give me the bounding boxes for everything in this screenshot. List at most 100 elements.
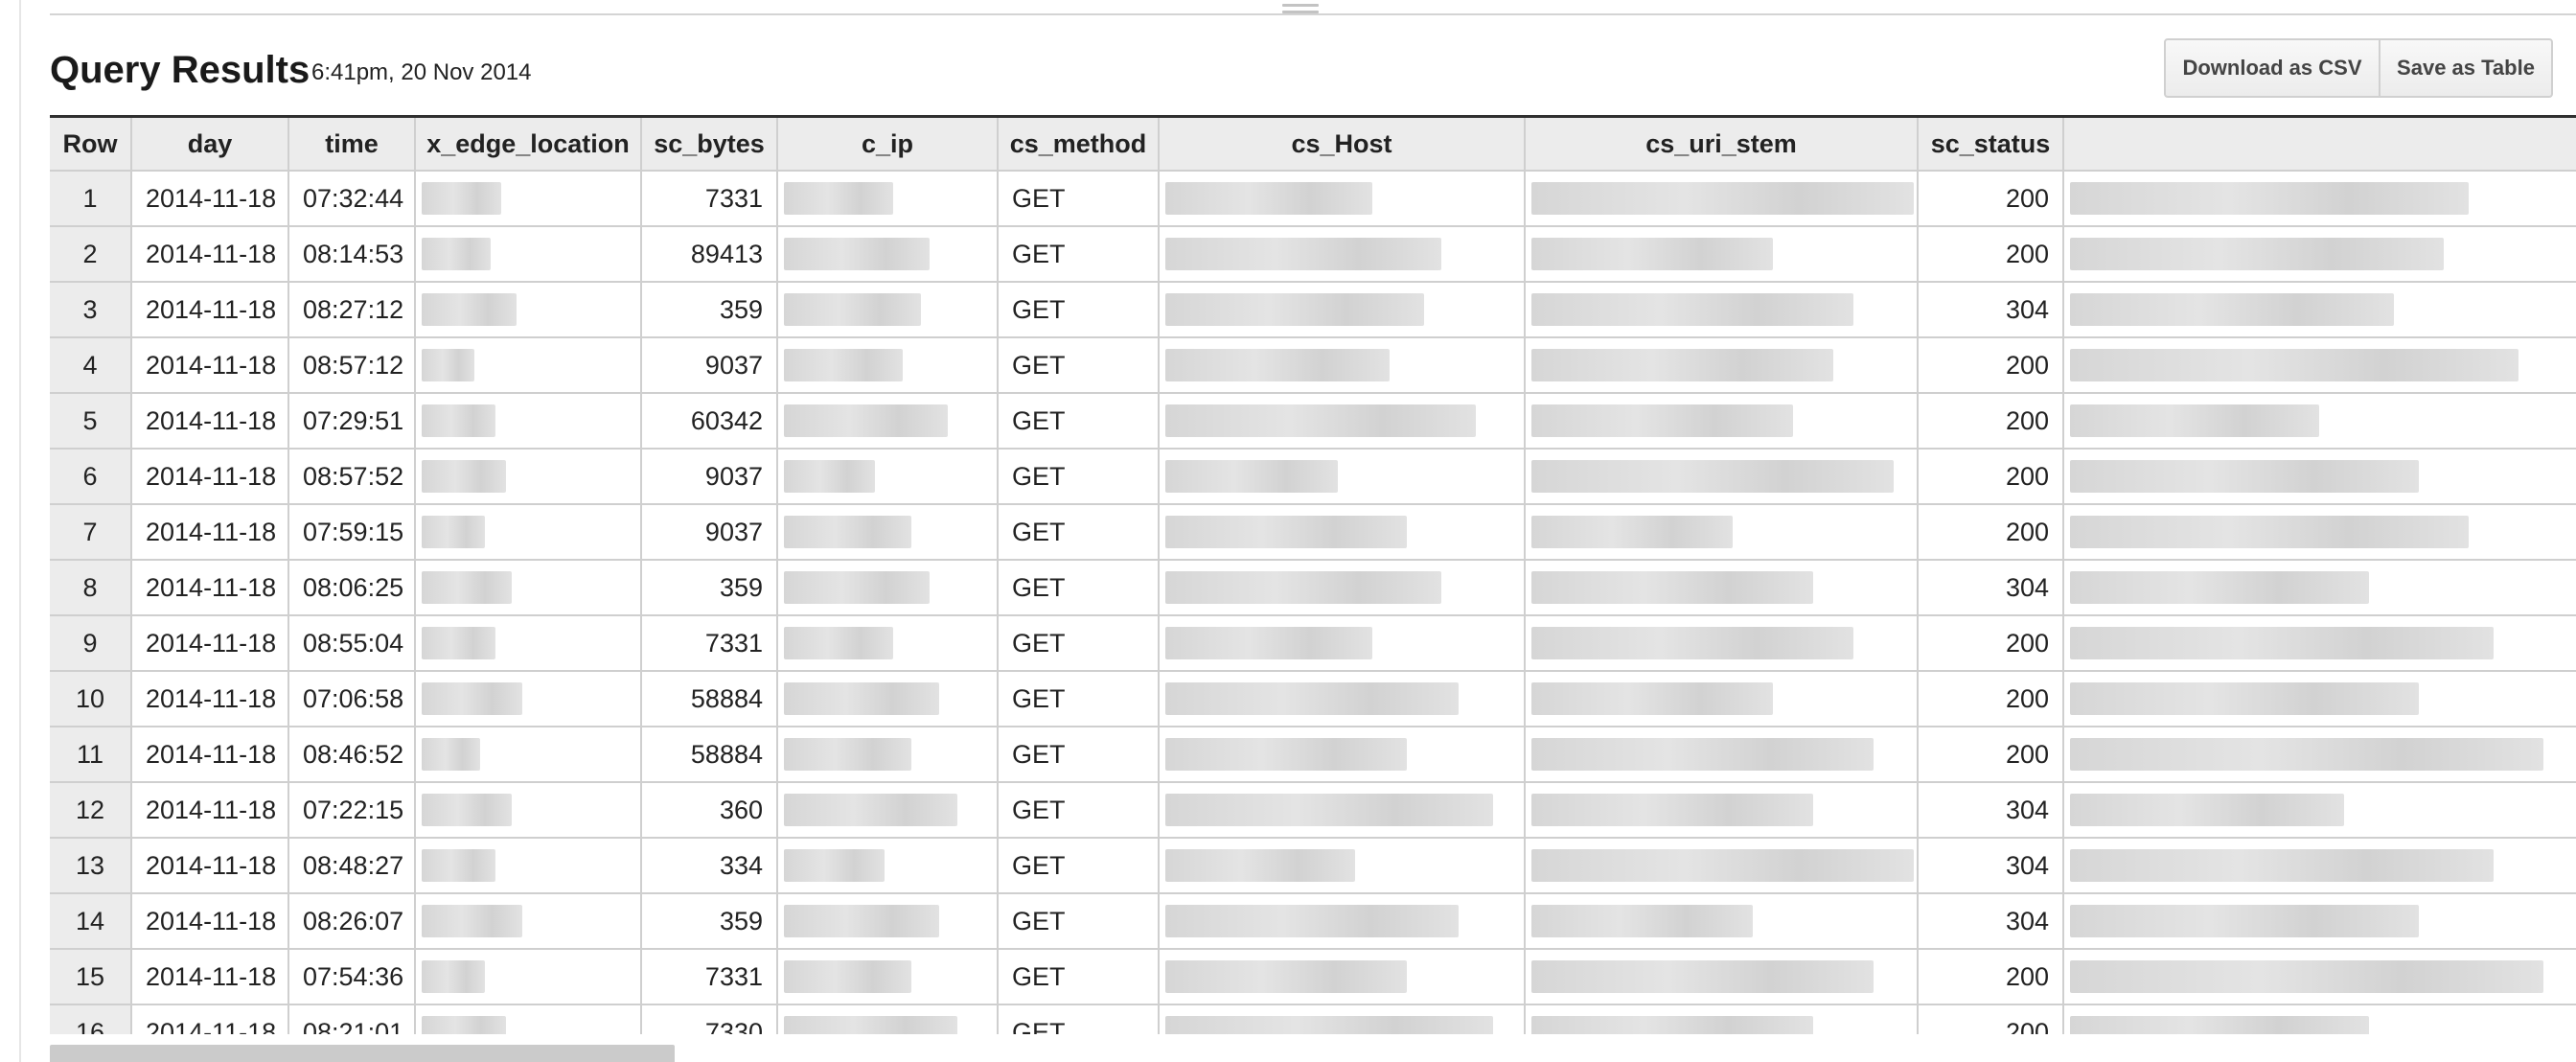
cell-cs-host [1159,782,1526,839]
redacted-value [422,460,506,493]
cell-cs-uri-stem [1525,615,1919,672]
table-row[interactable]: 15 2014-11-18 07:54:36 7331 GET 200 [50,949,2576,1005]
cell-row-number: 6 [50,449,132,505]
cell-day: 2014-11-18 [131,782,289,839]
redacted-value [2070,738,2543,771]
column-header-extra[interactable] [2063,118,2576,172]
cell-time: 08:57:12 [288,337,416,394]
cell-day: 2014-11-18 [131,893,289,950]
page-title: Query Results [50,49,310,91]
redacted-value [2070,627,2494,659]
cell-c-ip [777,393,999,450]
cell-sc-bytes: 7331 [641,949,778,1005]
cell-sc-status: 200 [1918,671,2064,727]
redacted-value [1165,682,1459,715]
column-header-cs-method[interactable]: cs_method [998,118,1160,172]
cell-day: 2014-11-18 [131,560,289,616]
table-header-row: Row day time x_edge_location sc_bytes c_… [50,118,2576,172]
cell-sc-status: 200 [1918,226,2064,283]
result-actions: Download as CSV Save as Table [2164,38,2553,98]
column-header-cs-uri-stem[interactable]: cs_uri_stem [1525,118,1919,172]
redacted-value [2070,516,2469,548]
cell-cs-host [1159,337,1526,394]
cell-extra [2063,615,2576,672]
table-row[interactable]: 2 2014-11-18 08:14:53 89413 GET 200 [50,226,2576,283]
cell-time: 07:29:51 [288,393,416,450]
redacted-value [1531,794,1813,826]
cell-c-ip [777,560,999,616]
cell-extra [2063,449,2576,505]
column-header-sc-bytes[interactable]: sc_bytes [641,118,778,172]
cell-x-edge-location [415,782,642,839]
table-row[interactable]: 6 2014-11-18 08:57:52 9037 GET 200 [50,449,2576,505]
download-csv-button[interactable]: Download as CSV [2166,40,2380,96]
redacted-value [2070,849,2494,882]
table-row[interactable]: 8 2014-11-18 08:06:25 359 GET 304 [50,560,2576,616]
column-header-x-edge-location[interactable]: x_edge_location [415,118,642,172]
horizontal-scrollbar[interactable] [50,1041,2576,1062]
redacted-value [422,682,522,715]
cell-cs-host [1159,838,1526,894]
table-row[interactable]: 1 2014-11-18 07:32:44 7331 GET 200 [50,171,2576,227]
table-row[interactable]: 5 2014-11-18 07:29:51 60342 GET 200 [50,393,2576,450]
save-as-table-button[interactable]: Save as Table [2397,56,2535,80]
cell-sc-status: 304 [1918,282,2064,338]
redacted-value [422,960,485,993]
cell-x-edge-location [415,282,642,338]
cell-sc-status: 200 [1918,1004,2064,1034]
redacted-value [1165,849,1355,882]
cell-x-edge-location [415,949,642,1005]
column-header-c-ip[interactable]: c_ip [777,118,999,172]
cell-sc-bytes: 334 [641,838,778,894]
cell-day: 2014-11-18 [131,393,289,450]
cell-extra [2063,226,2576,283]
redacted-value [2070,404,2319,437]
table-row[interactable]: 12 2014-11-18 07:22:15 360 GET 304 [50,782,2576,839]
cell-cs-host [1159,893,1526,950]
redacted-value [784,1016,957,1034]
table-row[interactable]: 16 2014-11-18 08:21:01 7330 GET 200 [50,1004,2576,1034]
cell-time: 08:26:07 [288,893,416,950]
column-header-cs-host[interactable]: cs_Host [1159,118,1526,172]
column-header-time[interactable]: time [288,118,416,172]
cell-cs-method: GET [998,893,1160,950]
cell-sc-bytes: 89413 [641,226,778,283]
cell-time: 07:06:58 [288,671,416,727]
cell-x-edge-location [415,504,642,561]
table-row[interactable]: 9 2014-11-18 08:55:04 7331 GET 200 [50,615,2576,672]
redacted-value [422,516,485,548]
cell-c-ip [777,838,999,894]
cell-day: 2014-11-18 [131,449,289,505]
table-row[interactable]: 11 2014-11-18 08:46:52 58884 GET 200 [50,727,2576,783]
cell-cs-method: GET [998,560,1160,616]
cell-row-number: 2 [50,226,132,283]
cell-x-edge-location [415,727,642,783]
query-timestamp: 6:41pm, 20 Nov 2014 [311,59,532,85]
resize-grip-icon[interactable] [1282,4,1319,23]
cell-x-edge-location [415,671,642,727]
cell-sc-bytes: 360 [641,782,778,839]
cell-x-edge-location [415,171,642,227]
table-row[interactable]: 14 2014-11-18 08:26:07 359 GET 304 [50,893,2576,950]
column-header-row[interactable]: Row [50,118,132,172]
cell-extra [2063,337,2576,394]
cell-sc-bytes: 58884 [641,671,778,727]
cell-x-edge-location [415,449,642,505]
cell-day: 2014-11-18 [131,615,289,672]
cell-cs-method: GET [998,171,1160,227]
column-header-day[interactable]: day [131,118,289,172]
scrollbar-thumb[interactable] [50,1045,675,1062]
cell-c-ip [777,1004,999,1034]
table-row[interactable]: 13 2014-11-18 08:48:27 334 GET 304 [50,838,2576,894]
table-row[interactable]: 10 2014-11-18 07:06:58 58884 GET 200 [50,671,2576,727]
table-row[interactable]: 4 2014-11-18 08:57:12 9037 GET 200 [50,337,2576,394]
cell-sc-bytes: 7330 [641,1004,778,1034]
cell-cs-method: GET [998,782,1160,839]
cell-cs-uri-stem [1525,560,1919,616]
cell-time: 07:54:36 [288,949,416,1005]
table-row[interactable]: 7 2014-11-18 07:59:15 9037 GET 200 [50,504,2576,561]
redacted-value [2070,293,2394,326]
column-header-sc-status[interactable]: sc_status [1918,118,2064,172]
redacted-value [784,960,911,993]
table-row[interactable]: 3 2014-11-18 08:27:12 359 GET 304 [50,282,2576,338]
